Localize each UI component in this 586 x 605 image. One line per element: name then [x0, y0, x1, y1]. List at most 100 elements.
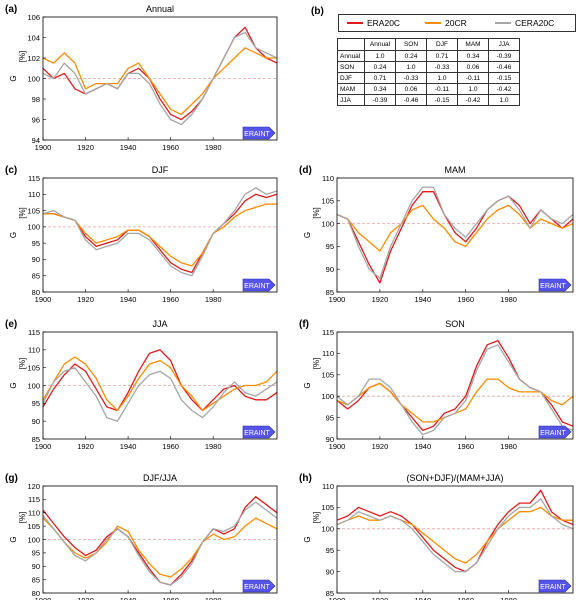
table-cell: -0.15 [488, 72, 520, 84]
y-tick-label: 115 [322, 328, 334, 337]
table-cell: MAM [337, 83, 365, 95]
y-tick-label: 94 [32, 136, 40, 145]
y-tick-label: 85 [32, 272, 40, 281]
table-cell: 0.34 [364, 83, 396, 95]
series-line-cera20c [42, 367, 278, 422]
table-cell: -0.42 [488, 83, 520, 95]
y-tick-label: 110 [28, 509, 40, 518]
y-tick-label: 90 [32, 417, 40, 426]
series-line-era20c [336, 191, 574, 284]
x-tick-label: 1920 [372, 442, 389, 451]
x-tick-label: 1940 [120, 143, 137, 152]
table-cell: -0.42 [457, 94, 489, 106]
chart-title: MAM [445, 165, 466, 175]
x-tick-label: 1980 [205, 442, 222, 451]
series-line-20cr [42, 517, 278, 578]
y-tick-label: 95 [32, 399, 40, 408]
table-row: MAM 0.34 0.06 -0.11 1.0 -0.42 [337, 83, 520, 95]
series-line-cera20c [42, 501, 278, 586]
plot-frame [336, 485, 574, 594]
table-header-cell: Annual [364, 38, 396, 51]
panel-label: (a) [5, 4, 17, 15]
y-tick-label: 105 [27, 206, 40, 215]
y-tick-label: 85 [32, 575, 40, 584]
chart-title: DJF [152, 165, 169, 175]
table-row: SON 0.24 1.0 -0.33 0.06 -0.46 [337, 61, 520, 73]
y-tick-label: 115 [28, 174, 40, 183]
y-tick-label: 100 [321, 525, 334, 534]
series-line-cera20c [336, 186, 574, 279]
x-tick-label: 1980 [500, 442, 517, 451]
eraint-label: ERAINT [244, 430, 270, 437]
y-tick-label: 90 [32, 255, 40, 264]
x-tick-label: 1960 [457, 596, 474, 600]
series-line-cera20c [336, 498, 574, 573]
eraint-arrow-icon [242, 126, 276, 140]
y-tick-label: 104 [27, 33, 40, 42]
y-tick-label: 105 [27, 522, 40, 531]
x-tick-label: 1960 [162, 442, 179, 451]
table-cell: 0.71 [364, 72, 396, 84]
y-tick-label: 85 [32, 435, 40, 444]
y-tick-label: 110 [322, 174, 334, 183]
legend-label-20cr: 20CR [445, 18, 467, 28]
x-tick-label: 1980 [205, 596, 222, 600]
y-axis-label: G [9, 382, 18, 388]
table-cell: -0.11 [426, 83, 458, 95]
table-cell: -0.11 [457, 72, 489, 84]
eraint-label: ERAINT [244, 584, 270, 591]
table-cell: JJA [337, 94, 365, 106]
legend: ERA20C 20CR CERA20C [338, 14, 576, 32]
eraint-label: ERAINT [540, 430, 566, 437]
table-cell: 1.0 [395, 61, 427, 73]
table-cell: 0.06 [457, 61, 489, 73]
y-tick-label: 95 [326, 242, 334, 251]
x-tick-label: 1960 [162, 295, 179, 304]
x-tick-label: 1980 [500, 295, 517, 304]
legend-swatch-20cr [425, 22, 441, 24]
series-line-era20c [336, 339, 574, 432]
eraint-label: ERAINT [540, 584, 566, 591]
eraint-label: ERAINT [244, 131, 270, 138]
y-tick-label: 105 [321, 503, 334, 512]
series-line-era20c [43, 193, 278, 274]
x-tick-label: 1960 [457, 295, 474, 304]
y-tick-label: 105 [321, 371, 334, 380]
table-cell: 1.0 [488, 94, 520, 106]
y-tick-label: 100 [27, 381, 40, 390]
panel-label: (e) [5, 319, 17, 330]
eraint-arrow-icon [242, 278, 276, 292]
x-tick-label: 1920 [372, 596, 389, 600]
eraint-label: ERAINT [540, 283, 566, 290]
y-tick-label: 95 [32, 549, 40, 558]
table-header-cell: DJF [426, 38, 458, 51]
table-cell: -0.15 [426, 94, 458, 106]
correlation-table: Annual SON DJF MAM JJA Annual 1.0 0.24 0… [337, 38, 520, 106]
table-cell: -0.39 [364, 94, 396, 106]
series-line-era20c [336, 489, 574, 573]
y-tick-label: 98 [32, 95, 40, 104]
legend-label-era20c: ERA20C [367, 18, 401, 28]
x-tick-label: 1960 [162, 143, 179, 152]
table-header-cell: MAM [457, 38, 489, 51]
series-line-cera20c [42, 31, 278, 126]
y-axis-unit: [%] [312, 207, 321, 219]
table-cell: 0.24 [395, 50, 427, 62]
y-tick-label: 95 [32, 239, 40, 248]
y-tick-label: 96 [32, 115, 40, 124]
y-tick-label: 105 [27, 363, 40, 372]
x-tick-label: 1920 [77, 143, 94, 152]
y-tick-label: 100 [27, 535, 40, 544]
y-tick-label: 105 [321, 197, 334, 206]
y-axis-label: G [9, 536, 18, 542]
y-tick-label: 90 [32, 562, 40, 571]
legend-item-era20c: ERA20C [347, 18, 400, 28]
panel-label: (f) [299, 319, 309, 330]
y-axis-label: G [303, 232, 312, 238]
x-tick-label: 1980 [205, 143, 222, 152]
eraint-arrow-icon [242, 425, 276, 439]
table-header-cell: SON [395, 38, 427, 51]
panel-label: (g) [5, 473, 18, 484]
y-tick-label: 100 [27, 74, 40, 83]
